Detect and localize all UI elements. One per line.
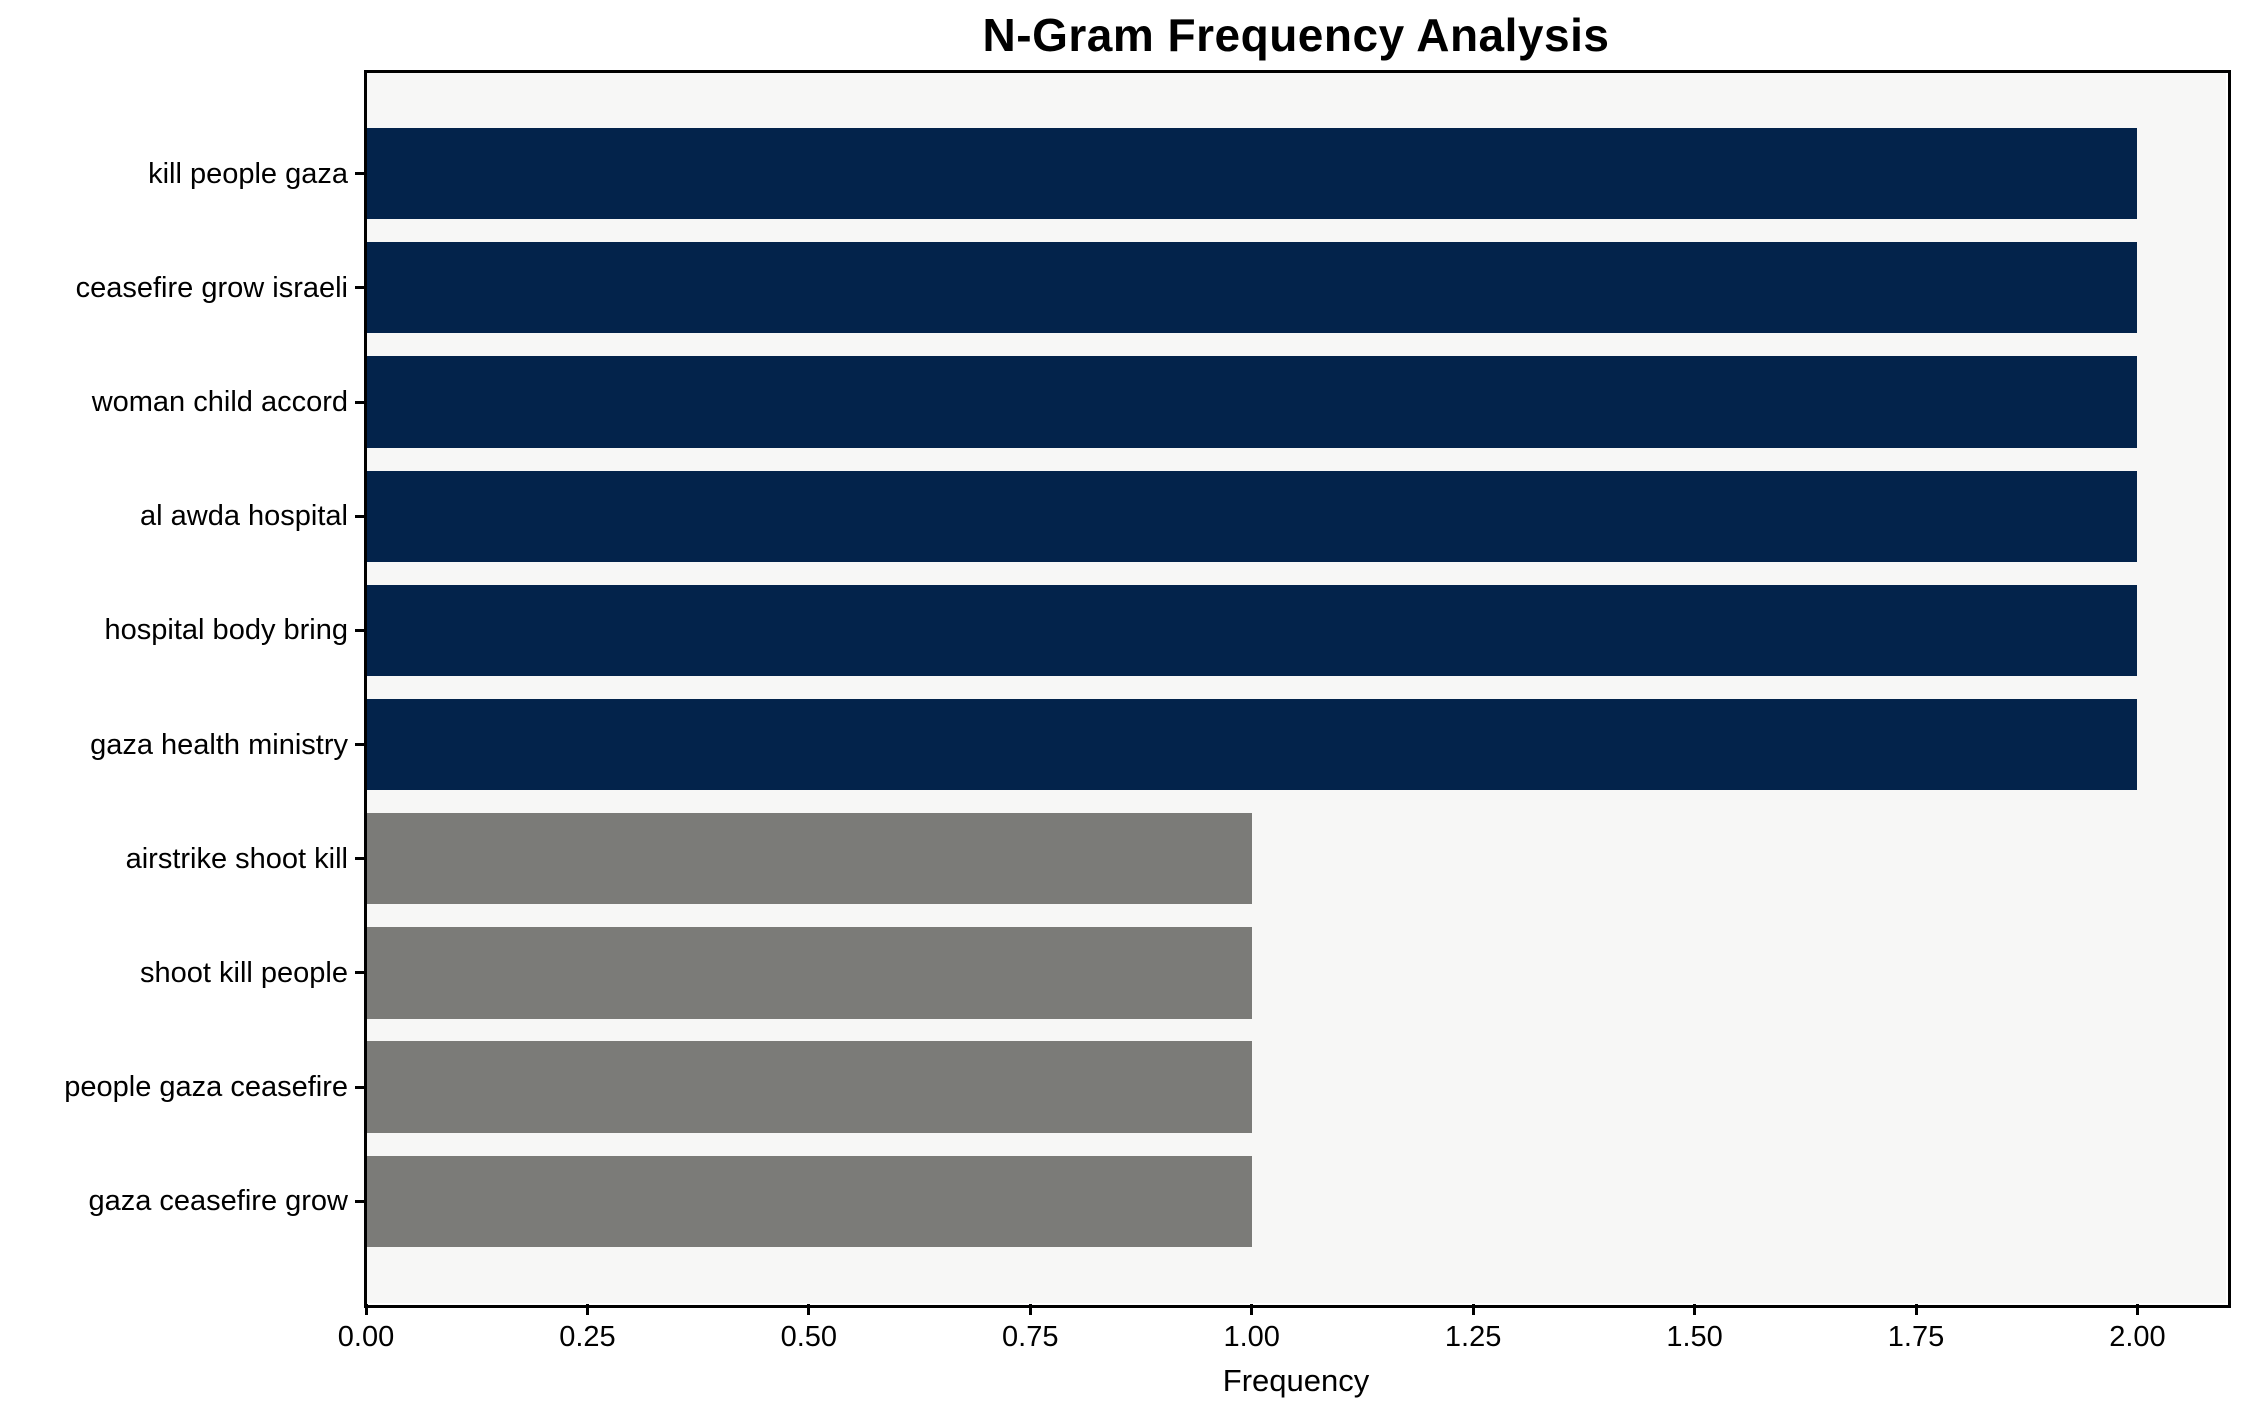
x-tick-label: 1.50 xyxy=(1666,1321,1723,1353)
y-tick-mark xyxy=(355,857,366,861)
y-tick-mark xyxy=(355,971,366,975)
x-tick-mark xyxy=(585,1304,589,1315)
x-tick-mark xyxy=(1471,1304,1475,1315)
x-tick-label: 0.00 xyxy=(337,1321,395,1353)
bar-kill-people-gaza xyxy=(366,127,2138,220)
bar-al-awda-hospital xyxy=(366,470,2138,562)
bar-gaza-ceasefire-grow xyxy=(366,1155,1252,1248)
bar-hospital-body-bring xyxy=(366,584,2138,677)
y-tick-mark xyxy=(355,514,366,518)
x-tick-label: 0.75 xyxy=(1002,1321,1059,1353)
y-tick-mark xyxy=(355,172,366,176)
y-tick-label: people gaza ceasefire xyxy=(64,1071,348,1104)
x-tick-label: 2.00 xyxy=(2109,1321,2166,1353)
x-tick-mark xyxy=(1693,1304,1697,1315)
y-tick-mark xyxy=(355,286,366,290)
y-tick-mark xyxy=(355,743,366,747)
chart-title: N-Gram Frequency Analysis xyxy=(982,9,1610,61)
y-tick-label: al awda hospital xyxy=(140,500,348,533)
x-tick-label: 0.25 xyxy=(559,1321,616,1353)
x-tick-mark xyxy=(1028,1304,1032,1315)
x-tick-label: 1.75 xyxy=(1887,1321,1945,1353)
bar-gaza-health-ministry xyxy=(366,698,2138,791)
x-axis-label: Frequency xyxy=(1222,1363,1370,1398)
bar-shoot-kill-people xyxy=(366,927,1252,1019)
x-tick-label: 1.00 xyxy=(1223,1321,1280,1353)
y-tick-mark xyxy=(355,628,366,632)
y-tick-label: kill people gaza xyxy=(148,157,348,190)
x-tick-mark xyxy=(1250,1304,1254,1315)
y-tick-label: shoot kill people xyxy=(140,956,348,989)
bar-ceasefire-grow-israeli xyxy=(366,242,2138,334)
bar-people-gaza-ceasefire xyxy=(366,1041,1252,1133)
y-tick-mark xyxy=(355,1085,366,1089)
y-tick-label: airstrike shoot kill xyxy=(125,842,348,875)
x-tick-mark xyxy=(364,1304,368,1315)
x-tick-mark xyxy=(1914,1304,1918,1315)
x-tick-label: 0.50 xyxy=(780,1321,838,1353)
y-tick-label: gaza ceasefire grow xyxy=(88,1185,348,1218)
y-tick-label: gaza health ministry xyxy=(90,728,348,761)
x-tick-label: 1.25 xyxy=(1444,1321,1502,1353)
y-tick-label: woman child accord xyxy=(91,386,348,419)
y-tick-label: ceasefire grow israeli xyxy=(75,271,348,304)
y-tick-mark xyxy=(355,400,366,404)
bar-airstrike-shoot-kill xyxy=(366,813,1252,905)
y-tick-mark xyxy=(355,1199,366,1203)
x-tick-mark xyxy=(2135,1304,2139,1315)
y-tick-label: hospital body bring xyxy=(104,614,348,647)
x-tick-mark xyxy=(807,1304,811,1315)
bar-woman-child-accord xyxy=(366,356,2138,448)
